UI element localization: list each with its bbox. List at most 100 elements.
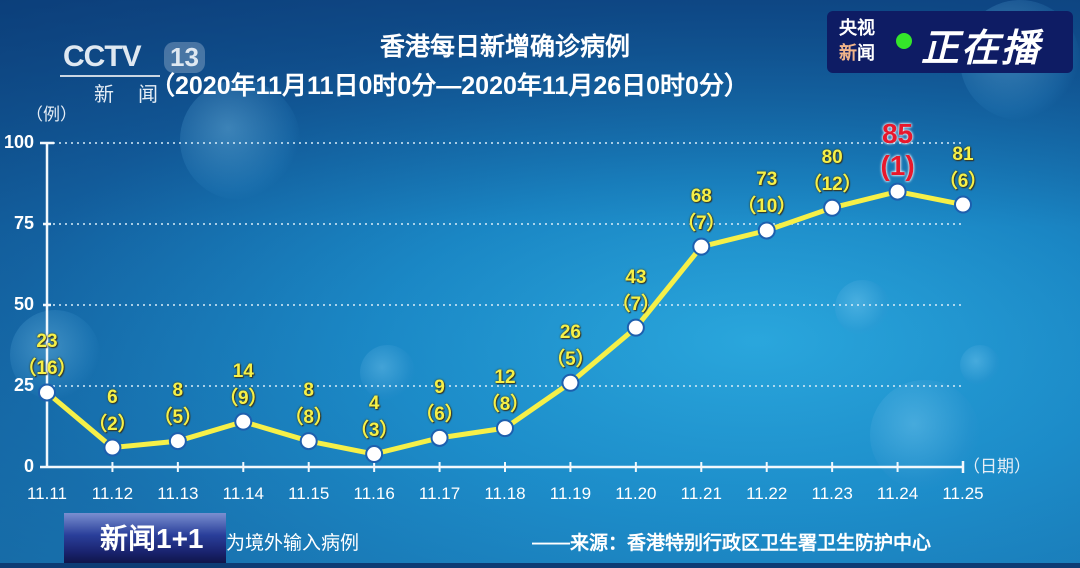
data-point (692, 237, 711, 256)
data-point (299, 432, 318, 451)
x-tick-label: 11.19 (549, 484, 592, 503)
value-label: 80 （12） (797, 144, 867, 198)
value-label: 4 （3） (339, 390, 409, 444)
live-badge-line2: 新闻 (839, 42, 875, 64)
value-label: 81 （6） (928, 141, 998, 195)
value-label: 14 （9） (208, 358, 278, 412)
footnote: 为境外输入病例 (226, 533, 360, 554)
total-cases-label: 85 (881, 117, 914, 149)
total-cases-label: 80 (821, 146, 843, 168)
data-point (823, 198, 842, 217)
imported-cases-label: （6） (415, 403, 464, 425)
x-tick-label: 11.13 (157, 484, 199, 503)
total-cases-label: 6 (107, 386, 118, 408)
imported-cases-label: （7） (676, 212, 726, 234)
value-label: 23 （16） (12, 328, 82, 382)
program-badge-label: 新闻1+1 (100, 523, 204, 554)
imported-cases-label: （5） (153, 407, 203, 429)
data-point (103, 438, 122, 457)
virus-decoration (835, 280, 890, 335)
total-cases-label: 43 (625, 266, 647, 288)
value-label: 8 （5） (143, 377, 213, 431)
y-tick-25: 25 (13, 375, 34, 395)
chart-title: 香港每日新增确诊病例 (379, 33, 630, 61)
imported-cases-label: （5） (546, 348, 595, 370)
value-label: 8 （8） (274, 377, 344, 431)
axes (40, 141, 965, 473)
logo-divider (60, 75, 160, 77)
x-tick-label: 11.11 (26, 484, 68, 503)
virus-decoration (180, 80, 300, 200)
live-badge-line2a: 新 (839, 43, 857, 63)
imported-cases-label: （2） (88, 413, 137, 435)
y-tick-0: 0 (23, 456, 34, 476)
total-cases-label: 81 (952, 143, 974, 165)
data-point (168, 432, 187, 451)
imported-cases-label: （8） (284, 407, 333, 429)
total-cases-label: 8 (303, 380, 314, 402)
x-tick-label: 11.15 (288, 484, 330, 503)
y-tick-100: 100 (3, 132, 34, 152)
total-cases-label: 26 (559, 321, 581, 343)
total-cases-label: 68 (690, 185, 712, 207)
logo-brand: CCTV (63, 40, 142, 73)
imported-cases-label: （16） (17, 358, 77, 380)
imported-cases-label: （10） (737, 196, 797, 218)
y-axis-unit: （例） (26, 105, 77, 124)
bottom-bar (0, 563, 1080, 568)
imported-cases-label: （3） (349, 420, 399, 442)
imported-cases-label: （7） (611, 293, 661, 315)
value-label: 9 （6） (405, 374, 475, 428)
data-point (234, 412, 253, 431)
data-point (954, 195, 972, 214)
value-label: 73 （10） (732, 166, 802, 220)
value-label: 85 (1) (863, 118, 933, 182)
imported-cases-label: （8） (480, 394, 530, 416)
value-label: 68 （7） (666, 183, 736, 237)
chart-subtitle: （2020年11月11日0时0分—2020年11月26日0时0分） (150, 72, 749, 100)
logo-name: 新闻 (94, 84, 182, 106)
source-note: ——来源：香港特别行政区卫生署卫生防护中心 (532, 533, 932, 554)
gridlines (47, 142, 963, 387)
x-axis-unit: （日期） (963, 457, 1031, 476)
live-badge: 央视 新闻 正在播 (827, 11, 1073, 73)
total-cases-label: 8 (172, 380, 184, 402)
data-point (365, 445, 384, 464)
virus-decoration (960, 345, 1000, 385)
data-point (757, 221, 776, 240)
virus-decoration (870, 380, 980, 490)
x-tick-label: 11.25 (942, 484, 984, 503)
live-label: 正在播 (921, 28, 1042, 70)
total-cases-label: 73 (756, 169, 778, 191)
x-tick-label: 11.12 (91, 484, 134, 503)
logo-channel: 13 (164, 42, 205, 73)
x-tick-label: 11.16 (353, 484, 395, 503)
data-point (430, 428, 449, 447)
x-tick-label: 11.21 (680, 484, 722, 503)
data-point (626, 318, 645, 337)
total-cases-label: 9 (434, 376, 445, 398)
imported-cases-label: (1) (880, 149, 915, 181)
y-tick-75: 75 (13, 213, 34, 233)
value-label: 6 （2） (77, 384, 147, 438)
total-cases-label: 14 (232, 360, 254, 382)
live-badge-line1: 央视 (839, 18, 875, 38)
total-cases-label: 4 (368, 393, 380, 415)
live-dot-icon (896, 33, 912, 49)
x-tick-label: 11.20 (615, 484, 657, 503)
live-badge-line2b: 闻 (857, 43, 875, 63)
x-tick-label: 11.18 (484, 484, 526, 503)
imported-cases-label: （6） (938, 170, 988, 192)
x-tick-label: 11.17 (418, 484, 461, 503)
data-point (561, 373, 580, 392)
data-point (888, 182, 907, 201)
total-cases-label: 12 (494, 367, 516, 389)
x-ticks (111, 462, 899, 472)
value-label: 43 （7） (601, 264, 671, 318)
imported-cases-label: （9） (218, 387, 268, 409)
x-tick-label: 11.22 (746, 484, 788, 503)
virus-decoration (360, 345, 415, 400)
value-label: 12 （8） (470, 364, 540, 418)
data-points (38, 182, 972, 464)
